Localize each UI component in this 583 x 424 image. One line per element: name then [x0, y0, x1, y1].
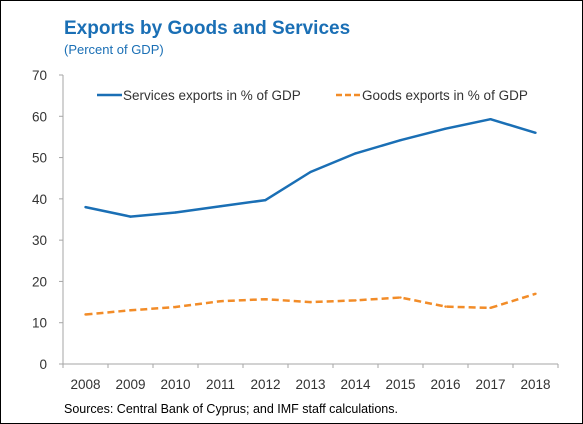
series-lines: [84, 117, 537, 316]
x-tick-label: 2016: [430, 377, 460, 392]
services-data-point: [399, 139, 402, 142]
services-data-point: [84, 205, 87, 209]
goods-data-point: [309, 300, 312, 304]
goods-data-point: [129, 309, 132, 312]
goods-data-point: [489, 306, 492, 310]
x-axis-ticks: 2008 2009 2010 2011 2012 2013 2014 2015 2016 2017…: [62, 364, 559, 392]
services-data-point: [444, 127, 447, 130]
y-tick-label: 70: [32, 68, 47, 83]
services-data-point: [489, 117, 492, 121]
y-axis-ticks: 0 10 20 30 40 50 60 70: [32, 68, 63, 372]
services-data-point: [219, 205, 222, 208]
services-data-point: [129, 215, 132, 218]
y-tick-label: 20: [32, 274, 47, 289]
x-tick-label: 2011: [206, 377, 235, 392]
x-tick-label: 2013: [295, 377, 325, 392]
services-data-point: [174, 211, 177, 214]
y-tick-label: 10: [32, 316, 47, 331]
y-tick-label: 30: [32, 233, 47, 248]
services-data-point: [309, 170, 312, 174]
x-tick-label: 2014: [340, 377, 371, 392]
services-data-point: [264, 198, 267, 202]
services-data-point: [534, 131, 537, 134]
legend-label: Goods exports in % of GDP: [362, 88, 528, 103]
goods-exports-line: [85, 292, 536, 316]
x-tick-label: 2018: [520, 377, 550, 392]
x-tick-label: 2015: [385, 377, 415, 392]
axes: [62, 75, 558, 365]
services-exports-line: [85, 117, 536, 218]
legend-label: Services exports in % of GDP: [123, 88, 301, 103]
x-tick-label: 2009: [115, 377, 145, 392]
chart-subtitle: (Percent of GDP): [64, 42, 164, 57]
x-tick-label: 2010: [160, 377, 190, 392]
goods-data-point: [354, 299, 357, 302]
y-tick-label: 60: [32, 109, 47, 124]
x-tick-label: 2008: [70, 377, 100, 392]
y-tick-label: 50: [32, 151, 47, 166]
y-tick-label: 40: [32, 192, 47, 207]
goods-data-point: [534, 292, 537, 296]
services-data-point: [354, 152, 357, 155]
goods-data-point: [264, 297, 267, 301]
goods-data-point: [399, 296, 402, 299]
goods-data-point: [219, 300, 222, 303]
legend: Services exports in % of GDP Goods export…: [97, 88, 528, 103]
source-note: Sources: Central Bank of Cyprus; and IMF…: [64, 402, 398, 416]
goods-data-point: [84, 313, 87, 316]
y-tick-label: 0: [39, 357, 47, 372]
x-tick-label: 2017: [475, 377, 505, 392]
goods-data-point: [444, 305, 447, 308]
goods-data-point: [174, 305, 177, 309]
chart-title: Exports by Goods and Services: [64, 18, 351, 39]
x-tick-label: 2012: [250, 377, 280, 392]
